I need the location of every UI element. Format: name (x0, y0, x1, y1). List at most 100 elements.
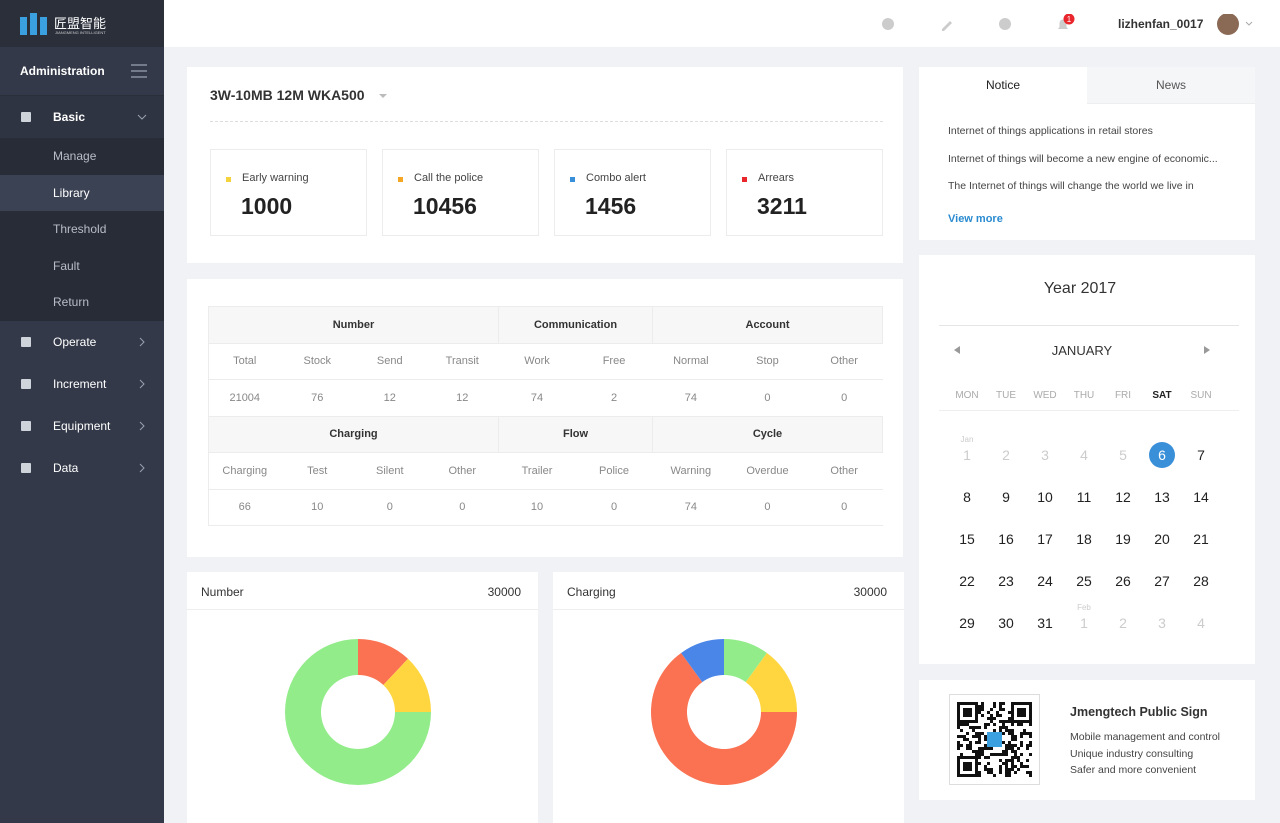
cell: 76 (281, 379, 354, 417)
submenu-item[interactable]: Fault (0, 247, 164, 284)
group-header: Number (208, 306, 499, 344)
qr-module (984, 768, 987, 771)
column-header: Warning (652, 452, 730, 490)
menu-chevron (139, 421, 145, 430)
day[interactable]: 4 (1197, 615, 1205, 631)
qr-module (1029, 723, 1032, 726)
device-caret[interactable] (378, 93, 388, 99)
qr-module (966, 723, 969, 726)
qr-module (1017, 702, 1020, 705)
day[interactable]: 2 (1002, 447, 1010, 463)
submenu-item[interactable]: Library (0, 174, 164, 211)
help-icon[interactable] (999, 18, 1011, 30)
qr-module (966, 756, 969, 759)
qr-module (957, 726, 960, 729)
user-caret[interactable] (1245, 21, 1253, 26)
prev-month[interactable] (954, 346, 960, 354)
day[interactable]: 30 (998, 615, 1014, 631)
day[interactable]: 29 (959, 615, 975, 631)
day[interactable]: 9 (1002, 489, 1010, 505)
menu-item[interactable]: Operate (0, 321, 164, 363)
weekday: FRI (1114, 390, 1132, 401)
qr-module (966, 762, 969, 765)
menu-item[interactable]: Equipment (0, 405, 164, 447)
submenu-item[interactable]: Return (0, 284, 164, 321)
day[interactable]: 12 (1115, 489, 1131, 505)
qr-module (1029, 720, 1032, 723)
submenu-item[interactable]: Manage (0, 138, 164, 175)
day[interactable]: 8 (963, 489, 971, 505)
next-month[interactable] (1204, 346, 1210, 354)
tab[interactable]: News (1087, 67, 1255, 104)
day[interactable]: 31 (1037, 615, 1053, 631)
qr-module (1023, 714, 1026, 717)
day[interactable]: 11 (1076, 489, 1092, 505)
day[interactable]: 21 (1193, 531, 1209, 547)
selected-day (1149, 442, 1175, 468)
group-header: Flow (498, 415, 653, 453)
divider (210, 121, 883, 122)
menu-item[interactable]: Data (0, 447, 164, 489)
day[interactable]: 15 (959, 531, 975, 547)
month-nav (954, 346, 1210, 354)
qr-module (987, 717, 990, 720)
notice-item[interactable]: The Internet of things will change the w… (948, 180, 1194, 192)
day[interactable]: 24 (1037, 573, 1053, 589)
qr-module (981, 747, 984, 750)
day[interactable]: 26 (1115, 573, 1131, 589)
brand: 匠盟智能 (54, 17, 107, 32)
divider (553, 609, 904, 610)
day[interactable]: 27 (1154, 573, 1170, 589)
menu-toggle[interactable] (131, 64, 147, 78)
day[interactable]: 10 (1037, 489, 1053, 505)
day[interactable]: 7 (1197, 447, 1205, 463)
qr-module (957, 705, 960, 708)
day[interactable]: 2 (1119, 615, 1127, 631)
day[interactable]: 1 (1080, 615, 1088, 631)
tab[interactable]: Notice (919, 67, 1087, 104)
username[interactable]: lizhenfan_0017 (1118, 17, 1204, 31)
qr-module (996, 753, 999, 756)
submenu-item[interactable]: Threshold (0, 211, 164, 248)
day[interactable]: 16 (998, 531, 1014, 547)
menu-item[interactable]: Increment (0, 363, 164, 405)
qr-module (990, 753, 993, 756)
day[interactable]: 23 (998, 573, 1014, 589)
day[interactable]: 18 (1076, 531, 1092, 547)
avatar[interactable] (1217, 14, 1239, 35)
brand-sub: JIANGMENG INTELLIGENT (55, 30, 106, 35)
qr-module (957, 723, 960, 726)
edit-icon[interactable] (942, 21, 952, 31)
day[interactable]: 22 (959, 573, 975, 589)
day[interactable]: 28 (1193, 573, 1209, 589)
qr-module (1005, 726, 1008, 729)
day[interactable]: 25 (1076, 573, 1092, 589)
cell: 0 (805, 379, 883, 417)
day[interactable]: 13 (1154, 489, 1170, 505)
qr-module (999, 705, 1002, 708)
day[interactable]: 3 (1041, 447, 1049, 463)
qr-module (993, 753, 996, 756)
notice-item[interactable]: Internet of things will become a new eng… (948, 152, 1218, 165)
qr-module (1011, 702, 1014, 705)
device-title[interactable]: 3W-10MB 12M WKA500 (210, 87, 365, 103)
day[interactable]: 1 (963, 447, 971, 463)
day[interactable]: 4 (1080, 447, 1088, 463)
chat-icon[interactable] (882, 18, 894, 30)
day[interactable]: 6 (1158, 447, 1166, 463)
day[interactable]: 20 (1154, 531, 1170, 547)
qr-module (981, 702, 984, 705)
day[interactable]: 5 (1119, 447, 1127, 463)
notice-item[interactable]: Internet of things applications in retai… (948, 125, 1153, 137)
view-more[interactable]: View more (948, 213, 1003, 225)
qr-module (984, 744, 987, 747)
qr-module (969, 744, 972, 747)
day[interactable]: 19 (1115, 531, 1131, 547)
qr-module (1026, 771, 1029, 774)
day[interactable]: 14 (1193, 489, 1209, 505)
qr-module (975, 726, 978, 729)
day[interactable]: 3 (1158, 615, 1166, 631)
qr-module (1029, 714, 1032, 717)
day[interactable]: 17 (1037, 531, 1053, 547)
column-header: Other (426, 452, 499, 490)
